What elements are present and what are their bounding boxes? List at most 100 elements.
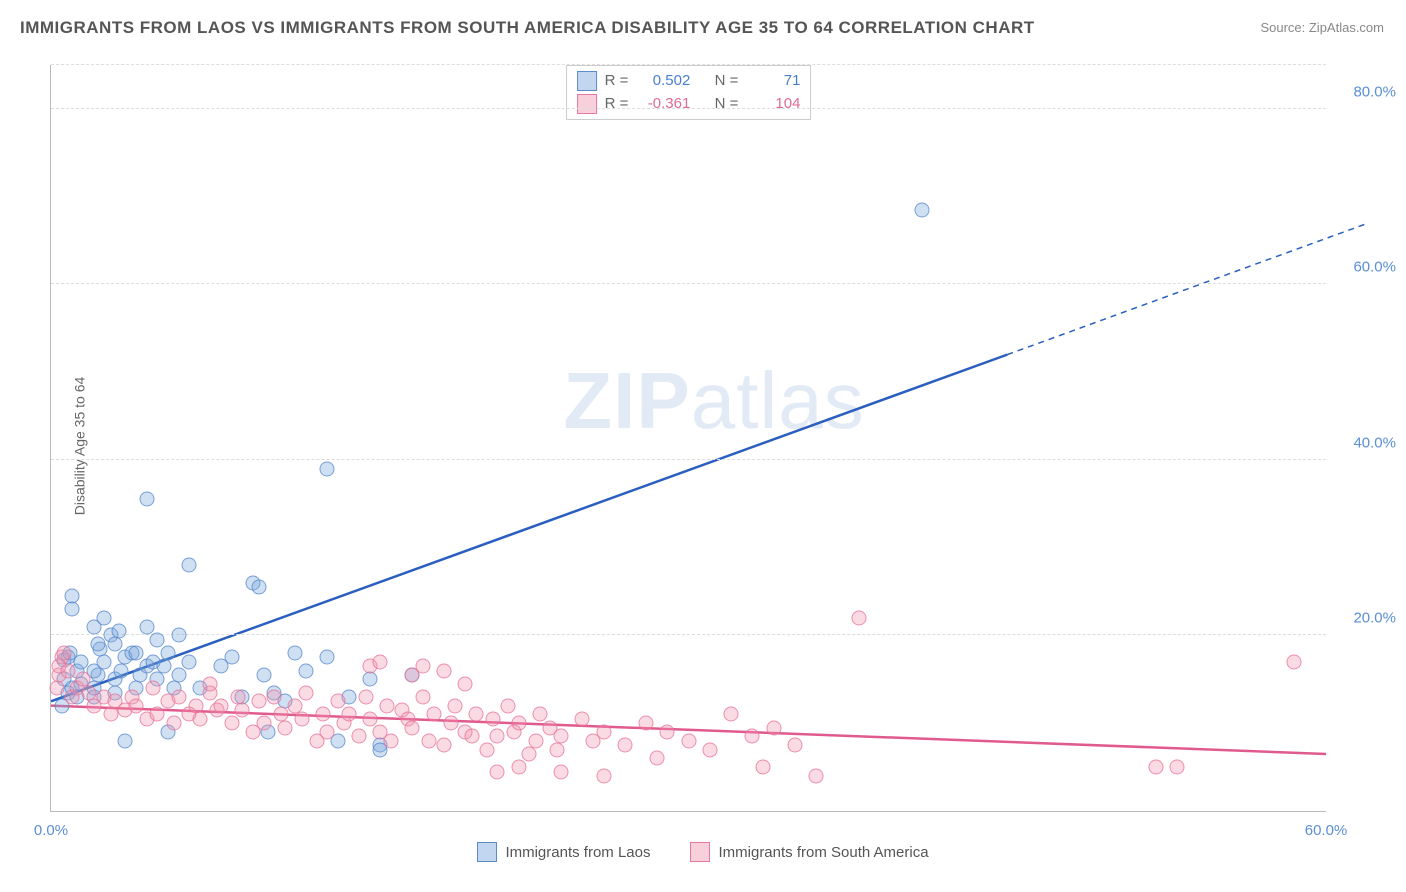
grid-line xyxy=(51,459,1326,460)
data-point xyxy=(528,733,543,748)
source-link[interactable]: ZipAtlas.com xyxy=(1309,20,1384,35)
source-attribution: Source: ZipAtlas.com xyxy=(1260,20,1384,35)
data-point xyxy=(299,685,314,700)
data-point xyxy=(681,733,696,748)
data-point xyxy=(660,725,675,740)
data-point xyxy=(373,654,388,669)
data-point xyxy=(617,738,632,753)
data-point xyxy=(755,760,770,775)
data-point xyxy=(235,703,250,718)
data-point xyxy=(596,725,611,740)
series-swatch xyxy=(477,842,497,862)
data-point xyxy=(129,646,144,661)
data-point xyxy=(469,707,484,722)
scatter-plot-area: ZIPatlas R =0.502 N =71R =-0.361 N =104 … xyxy=(50,65,1326,812)
data-point xyxy=(129,698,144,713)
data-point xyxy=(458,676,473,691)
data-point xyxy=(56,646,71,661)
data-point xyxy=(1149,760,1164,775)
data-point xyxy=(437,738,452,753)
data-point xyxy=(443,716,458,731)
data-point xyxy=(65,602,80,617)
data-point xyxy=(160,646,175,661)
data-point xyxy=(150,632,165,647)
x-tick-label: 60.0% xyxy=(1305,822,1348,839)
data-point xyxy=(118,733,133,748)
trend-line-extrapolated xyxy=(1007,223,1368,355)
data-point xyxy=(500,698,515,713)
data-point xyxy=(330,694,345,709)
data-point xyxy=(426,707,441,722)
data-point xyxy=(182,558,197,573)
data-point xyxy=(256,667,271,682)
data-point xyxy=(549,742,564,757)
data-point xyxy=(288,646,303,661)
data-point xyxy=(511,760,526,775)
data-point xyxy=(341,707,356,722)
data-point xyxy=(112,624,127,639)
source-prefix: Source: xyxy=(1260,20,1308,35)
data-point xyxy=(405,720,420,735)
data-point xyxy=(214,698,229,713)
data-point xyxy=(511,716,526,731)
data-point xyxy=(320,725,335,740)
data-point xyxy=(787,738,802,753)
data-point xyxy=(60,663,75,678)
data-point xyxy=(139,619,154,634)
grid-line xyxy=(51,108,1326,109)
data-point xyxy=(107,637,122,652)
data-point xyxy=(224,716,239,731)
data-point xyxy=(422,733,437,748)
grid-line xyxy=(51,634,1326,635)
grid-line xyxy=(51,283,1326,284)
data-point xyxy=(171,689,186,704)
data-point xyxy=(103,707,118,722)
data-point xyxy=(182,654,197,669)
data-point xyxy=(294,711,309,726)
y-tick-label: 60.0% xyxy=(1336,259,1396,276)
data-point xyxy=(299,663,314,678)
data-point xyxy=(277,720,292,735)
data-point xyxy=(97,654,112,669)
series-swatch xyxy=(690,842,710,862)
legend-label: Immigrants from South America xyxy=(718,844,928,861)
data-point xyxy=(486,711,501,726)
data-point xyxy=(358,689,373,704)
data-point xyxy=(139,492,154,507)
data-point xyxy=(150,707,165,722)
data-point xyxy=(915,202,930,217)
data-point xyxy=(437,663,452,678)
data-point xyxy=(490,764,505,779)
grid-line xyxy=(51,64,1326,65)
data-point xyxy=(522,746,537,761)
data-point xyxy=(50,681,65,696)
data-point xyxy=(809,768,824,783)
data-point xyxy=(352,729,367,744)
data-point xyxy=(320,461,335,476)
data-point xyxy=(1287,654,1302,669)
data-point xyxy=(447,698,462,713)
data-point xyxy=(252,694,267,709)
data-point xyxy=(384,733,399,748)
legend-item: Immigrants from Laos xyxy=(477,842,650,862)
y-tick-label: 80.0% xyxy=(1336,83,1396,100)
y-tick-label: 40.0% xyxy=(1336,434,1396,451)
data-point xyxy=(65,588,80,603)
data-point xyxy=(167,716,182,731)
data-point xyxy=(639,716,654,731)
data-point xyxy=(596,768,611,783)
data-point xyxy=(490,729,505,744)
data-point xyxy=(362,711,377,726)
data-point xyxy=(97,610,112,625)
data-point xyxy=(224,650,239,665)
data-point xyxy=(252,580,267,595)
data-point xyxy=(320,650,335,665)
data-point xyxy=(554,764,569,779)
data-point xyxy=(554,729,569,744)
data-point xyxy=(649,751,664,766)
data-point xyxy=(379,698,394,713)
data-point xyxy=(171,628,186,643)
data-point xyxy=(114,663,129,678)
data-point xyxy=(192,711,207,726)
data-point xyxy=(267,689,282,704)
